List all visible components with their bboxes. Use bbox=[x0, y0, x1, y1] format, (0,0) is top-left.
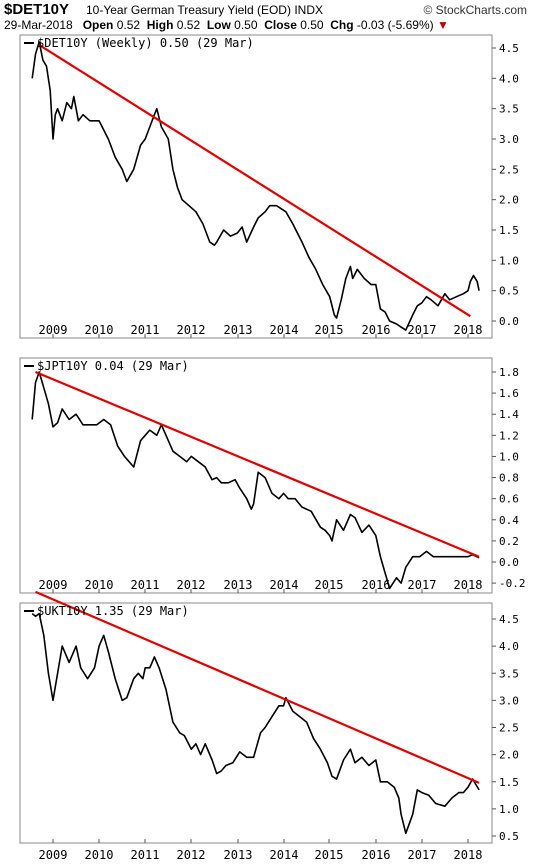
y-tick-label: 0.0 bbox=[499, 315, 519, 328]
y-tick-label: 1.8 bbox=[499, 366, 519, 379]
y-tick-label: 2.5 bbox=[499, 722, 519, 735]
x-tick-label: 2012 bbox=[177, 578, 206, 592]
y-tick-label: 4.0 bbox=[499, 72, 519, 85]
y-tick-label: 3.5 bbox=[499, 103, 519, 116]
y-tick-label: 2.5 bbox=[499, 163, 519, 176]
x-tick-label: 2015 bbox=[315, 323, 344, 337]
open-value: 0.52 bbox=[116, 18, 141, 32]
down-arrow-icon: ▼ bbox=[436, 18, 449, 32]
x-tick-label: 2012 bbox=[177, 848, 206, 862]
x-tick-label: 2018 bbox=[454, 578, 483, 592]
panel-frame-1 bbox=[19, 34, 493, 339]
y-tick-label: 1.2 bbox=[499, 429, 519, 442]
y-tick-label: 4.5 bbox=[499, 42, 519, 55]
x-tick-label: 2016 bbox=[362, 323, 391, 337]
change-value: -0.03 (-5.69%) bbox=[356, 18, 434, 32]
x-tick-label: 2010 bbox=[85, 578, 114, 592]
y-tick-label: 2.0 bbox=[499, 194, 519, 207]
y-tick-label: 1.6 bbox=[499, 387, 519, 400]
trendline-1 bbox=[38, 44, 471, 318]
x-tick-label: 2018 bbox=[454, 848, 483, 862]
quote-date: 29-Mar-2018 bbox=[4, 18, 73, 32]
y-tick-label: 1.4 bbox=[499, 408, 519, 421]
x-tick-label: 2009 bbox=[39, 848, 68, 862]
x-tick-label: 2011 bbox=[131, 323, 160, 337]
y-tick-label: 2.0 bbox=[499, 749, 519, 762]
quote-row: 29-Mar-2018 Open 0.52 High 0.52 Low 0.50… bbox=[4, 18, 449, 32]
x-tick-label: 2014 bbox=[270, 578, 299, 592]
x-tick-label: 2011 bbox=[131, 578, 160, 592]
x-tick-label: 2013 bbox=[224, 323, 253, 337]
x-tick-label: 2017 bbox=[408, 848, 437, 862]
y-tick-label: 1.5 bbox=[499, 776, 519, 789]
y-tick-label: 0.2 bbox=[499, 535, 519, 548]
y-tick-label: 3.0 bbox=[499, 694, 519, 707]
x-tick-label: 2018 bbox=[454, 323, 483, 337]
x-tick-label: 2017 bbox=[408, 323, 437, 337]
close-value: 0.50 bbox=[300, 18, 324, 32]
y-tick-label: 1.5 bbox=[499, 224, 519, 237]
x-tick-label: 2015 bbox=[315, 578, 344, 592]
y-tick-label: -0.2 bbox=[499, 577, 526, 590]
symbol: $DET10Y bbox=[4, 1, 70, 18]
panel-frame-2 bbox=[19, 357, 493, 594]
panel-frame-3 bbox=[19, 602, 493, 844]
y-tick-label: 1.0 bbox=[499, 254, 519, 267]
x-tick-label: 2016 bbox=[362, 848, 391, 862]
y-tick-label: 4.5 bbox=[499, 613, 519, 626]
x-tick-label: 2015 bbox=[315, 848, 344, 862]
x-tick-label: 2009 bbox=[39, 323, 68, 337]
chart-header: $DET10Y 10-Year German Treasury Yield (E… bbox=[0, 0, 539, 34]
low-value: 0.50 bbox=[234, 18, 258, 32]
x-tick-label: 2014 bbox=[270, 848, 299, 862]
trendline-2 bbox=[35, 370, 480, 558]
x-tick-label: 2009 bbox=[39, 578, 68, 592]
legend-label: $UKT10Y 1.35 (29 Mar) bbox=[37, 604, 189, 618]
price-line-2 bbox=[31, 371, 480, 590]
x-tick-label: 2011 bbox=[131, 848, 160, 862]
y-tick-label: 0.8 bbox=[499, 472, 519, 485]
x-tick-label: 2017 bbox=[408, 578, 437, 592]
x-tick-label: 2013 bbox=[224, 848, 253, 862]
chart-title: 10-Year German Treasury Yield (EOD) INDX bbox=[86, 3, 323, 17]
y-tick-label: 1.0 bbox=[499, 450, 519, 463]
x-tick-label: 2010 bbox=[85, 323, 114, 337]
brand-watermark: © StockCharts.com bbox=[423, 3, 527, 17]
legend-label: $JPT10Y 0.04 (29 Mar) bbox=[37, 359, 189, 373]
x-tick-label: 2016 bbox=[362, 578, 391, 592]
y-tick-label: 0.4 bbox=[499, 514, 519, 527]
y-tick-label: 0.5 bbox=[499, 285, 519, 298]
legend-label: $DET10Y (Weekly) 0.50 (29 Mar) bbox=[37, 36, 254, 50]
y-tick-label: 4.0 bbox=[499, 640, 519, 653]
y-tick-label: 0.6 bbox=[499, 493, 519, 506]
y-tick-label: 0.5 bbox=[499, 830, 519, 843]
x-tick-label: 2012 bbox=[177, 323, 206, 337]
y-tick-label: 3.0 bbox=[499, 133, 519, 146]
y-tick-label: 0.0 bbox=[499, 556, 519, 569]
x-tick-label: 2013 bbox=[224, 578, 253, 592]
high-value: 0.52 bbox=[176, 18, 201, 32]
trendline-3 bbox=[35, 590, 480, 784]
price-line-3 bbox=[31, 612, 480, 835]
x-tick-label: 2010 bbox=[85, 848, 114, 862]
y-tick-label: 1.0 bbox=[499, 803, 519, 816]
price-line-1 bbox=[31, 41, 480, 331]
y-tick-label: 3.5 bbox=[499, 667, 519, 680]
x-tick-label: 2014 bbox=[270, 323, 299, 337]
